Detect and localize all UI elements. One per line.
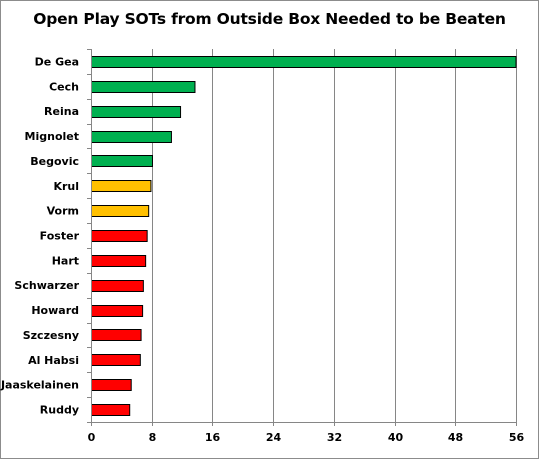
category-label: Jaaskelainen — [0, 379, 79, 392]
bar — [91, 131, 172, 143]
bar — [91, 329, 142, 341]
category-label: Schwarzer — [14, 279, 79, 292]
x-tick-label: 0 — [88, 431, 96, 444]
x-tick-label: 16 — [205, 431, 221, 444]
bar — [91, 379, 132, 391]
axes — [87, 49, 517, 426]
bar — [91, 106, 182, 118]
bar — [91, 205, 150, 217]
bars — [91, 56, 517, 416]
category-label: Hart — [52, 254, 79, 267]
category-labels: De Gea Cech Reina Mignolet Begovic Krul Vorm Fo… — [0, 55, 80, 416]
category-label: Al Habsi — [28, 354, 79, 367]
bar — [91, 180, 152, 192]
x-tick-label: 8 — [149, 431, 157, 444]
bar — [91, 56, 517, 68]
tick-labels: 0 8 16 24 32 40 48 56 — [88, 431, 525, 444]
category-label: Krul — [53, 180, 79, 193]
bar — [91, 305, 144, 317]
gridlines — [152, 49, 517, 422]
x-tick-label: 32 — [327, 431, 342, 444]
chart-title: Open Play SOTs from Outside Box Needed t… — [33, 10, 506, 28]
category-label: Reina — [44, 105, 79, 118]
bar — [91, 81, 196, 93]
category-label: Ruddy — [40, 404, 79, 417]
category-label: De Gea — [35, 55, 79, 68]
category-label: Foster — [40, 230, 80, 243]
bar — [91, 255, 147, 267]
bar — [91, 280, 144, 292]
category-label: Cech — [49, 80, 79, 93]
category-label: Szczesny — [23, 329, 79, 342]
x-tick-label: 56 — [509, 431, 525, 444]
category-label: Begovic — [30, 155, 79, 168]
bar — [91, 354, 141, 366]
x-tick-label: 24 — [266, 431, 282, 444]
category-label: Vorm — [47, 205, 79, 218]
category-label: Howard — [31, 304, 79, 317]
bar — [91, 230, 148, 242]
bar — [91, 155, 153, 167]
x-tick-label: 48 — [448, 431, 463, 444]
category-label: Mignolet — [25, 130, 79, 143]
bar — [91, 404, 131, 416]
x-tick-label: 40 — [388, 431, 404, 444]
